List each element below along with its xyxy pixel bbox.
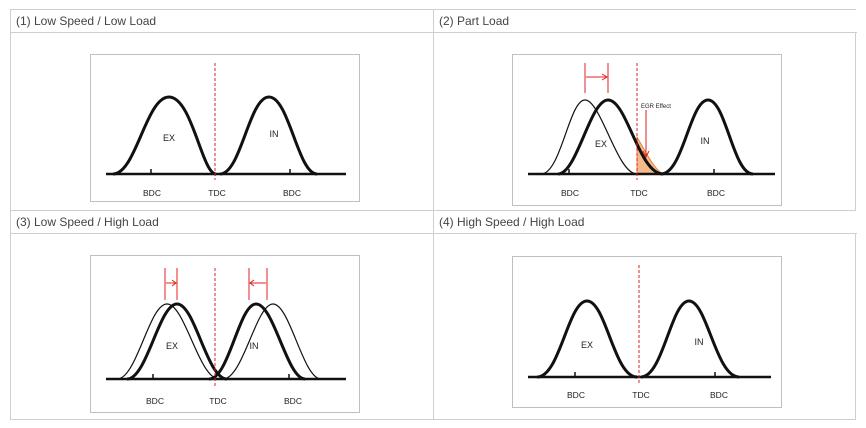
cell-header: (4) High Speed / High Load bbox=[434, 211, 857, 234]
egr-arrowhead bbox=[642, 150, 650, 159]
cell-high-speed-high-load: (4) High Speed / High Load EX IN BDC TDC… bbox=[434, 211, 857, 421]
timing-diagram: EX IN BDC TDC BDC bbox=[90, 255, 360, 413]
intake-valve-curve bbox=[660, 98, 754, 176]
timing-diagram-svg: EX IN BDC TDC BDC bbox=[528, 265, 771, 400]
bdc-label-left: BDC bbox=[146, 396, 164, 406]
bdc-label-left: BDC bbox=[143, 188, 161, 198]
timing-diagram-svg: EX IN BDC TDC BDC bbox=[106, 63, 346, 198]
tdc-label: TDC bbox=[208, 188, 225, 198]
valve-timing-table: (1) Low Speed / Low Load EX IN BDC TDC B… bbox=[10, 9, 857, 421]
table-divider-horizontal bbox=[11, 210, 855, 211]
egr-label: EGR Effect bbox=[641, 104, 671, 110]
cell-header: (3) Low Speed / High Load bbox=[11, 211, 433, 234]
intake-valve-curve-base bbox=[222, 303, 322, 380]
cell-header: (2) Part Load bbox=[434, 10, 857, 33]
in-phase-arrowhead bbox=[249, 279, 255, 287]
timing-diagram: EX IN BDC TDC BDC bbox=[90, 54, 360, 202]
exhaust-valve-curve-base bbox=[540, 99, 638, 175]
in-label: IN bbox=[695, 337, 704, 347]
timing-diagram: EX IN BDC TDC BDC bbox=[512, 256, 782, 408]
exhaust-valve-curve-base bbox=[116, 303, 220, 380]
cell-part-load: (2) Part Load EGR Effect EX IN bbox=[434, 10, 857, 210]
exhaust-valve-curve-advanced bbox=[126, 302, 228, 381]
bdc-label-left: BDC bbox=[561, 188, 579, 198]
bdc-label-right: BDC bbox=[283, 188, 301, 198]
intake-valve-curve bbox=[640, 299, 740, 379]
ex-label: EX bbox=[163, 133, 175, 143]
timing-diagram: EGR Effect EX IN BDC TDC BDC bbox=[512, 54, 782, 206]
tdc-label: TDC bbox=[209, 396, 226, 406]
exhaust-valve-curve bbox=[536, 299, 638, 379]
tdc-label: TDC bbox=[632, 390, 649, 400]
phase-shift-arrowhead bbox=[601, 73, 608, 81]
ex-label: EX bbox=[166, 341, 178, 351]
tdc-label: TDC bbox=[630, 188, 647, 198]
table-divider-vertical bbox=[433, 10, 434, 419]
bdc-label-left: BDC bbox=[567, 390, 585, 400]
cell-low-speed-high-load: (3) Low Speed / High Load EX bbox=[11, 211, 433, 421]
exhaust-valve-curve bbox=[112, 95, 217, 176]
in-label: IN bbox=[270, 129, 279, 139]
ex-phase-arrowhead bbox=[171, 279, 177, 287]
timing-diagram-svg: EGR Effect EX IN BDC TDC BDC bbox=[528, 63, 775, 198]
timing-diagram-svg: EX IN BDC TDC BDC bbox=[106, 268, 346, 406]
intake-valve-curve-advanced bbox=[208, 302, 306, 381]
in-label: IN bbox=[250, 341, 259, 351]
cell-header: (1) Low Speed / Low Load bbox=[11, 10, 433, 33]
bdc-label-right: BDC bbox=[707, 188, 725, 198]
bdc-label-right: BDC bbox=[710, 390, 728, 400]
cell-low-speed-low-load: (1) Low Speed / Low Load EX IN BDC TDC B… bbox=[11, 10, 433, 210]
exhaust-valve-curve-retarded bbox=[557, 98, 664, 176]
intake-valve-curve bbox=[219, 95, 318, 176]
ex-label: EX bbox=[581, 340, 593, 350]
bdc-label-right: BDC bbox=[284, 396, 302, 406]
ex-label: EX bbox=[595, 139, 607, 149]
in-label: IN bbox=[701, 136, 710, 146]
